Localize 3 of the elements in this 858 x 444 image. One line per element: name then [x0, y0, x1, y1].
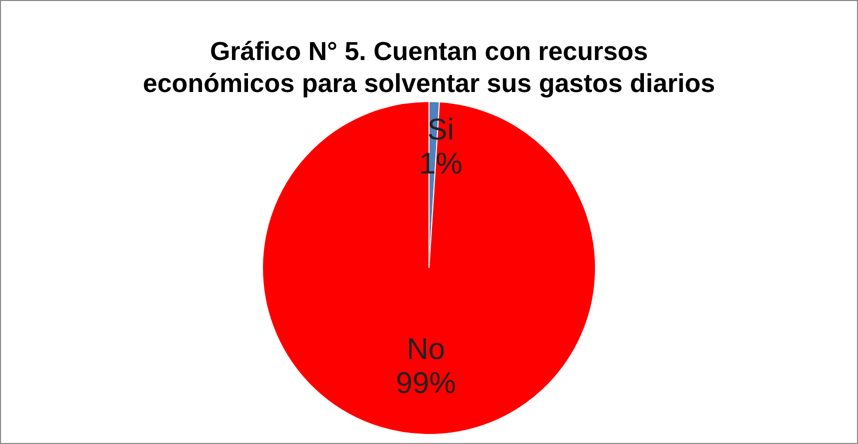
chart-title: Gráfico N° 5. Cuentan con recursos económicos para solventar sus gastos diarios: [142, 35, 716, 99]
data-label: 99%: [396, 367, 456, 400]
slice-label: No: [406, 333, 446, 366]
